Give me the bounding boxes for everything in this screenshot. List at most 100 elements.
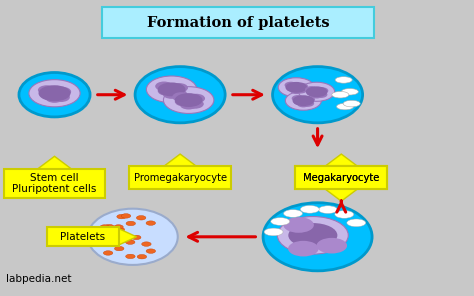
Ellipse shape	[122, 238, 132, 242]
Ellipse shape	[146, 221, 155, 225]
Ellipse shape	[288, 241, 319, 256]
Ellipse shape	[290, 224, 315, 237]
Polygon shape	[325, 154, 358, 166]
FancyBboxPatch shape	[295, 166, 387, 189]
Ellipse shape	[301, 100, 314, 107]
Ellipse shape	[158, 86, 175, 96]
Ellipse shape	[273, 67, 363, 123]
Ellipse shape	[278, 78, 314, 97]
Ellipse shape	[29, 80, 80, 107]
Ellipse shape	[310, 234, 334, 247]
Ellipse shape	[341, 89, 358, 95]
Ellipse shape	[137, 215, 146, 220]
Text: Megakaryocyte: Megakaryocyte	[303, 173, 380, 183]
Ellipse shape	[114, 225, 123, 229]
FancyBboxPatch shape	[295, 166, 387, 189]
Ellipse shape	[293, 98, 306, 105]
Ellipse shape	[135, 67, 225, 123]
Text: Platelets: Platelets	[60, 232, 106, 242]
Polygon shape	[164, 154, 197, 166]
Ellipse shape	[19, 73, 90, 117]
Ellipse shape	[146, 249, 155, 253]
Ellipse shape	[317, 238, 347, 253]
Ellipse shape	[315, 91, 328, 98]
Text: Promegakaryocyte: Promegakaryocyte	[134, 173, 227, 183]
Ellipse shape	[112, 233, 121, 238]
Ellipse shape	[180, 100, 198, 110]
Ellipse shape	[293, 231, 318, 244]
Ellipse shape	[335, 77, 352, 83]
Ellipse shape	[146, 76, 197, 103]
Text: labpedia.net: labpedia.net	[6, 274, 71, 284]
Ellipse shape	[121, 214, 131, 218]
Ellipse shape	[306, 86, 328, 97]
Ellipse shape	[131, 235, 141, 240]
Ellipse shape	[301, 235, 325, 249]
Text: Formation of platelets: Formation of platelets	[147, 16, 330, 30]
Ellipse shape	[343, 100, 360, 107]
Ellipse shape	[122, 237, 131, 241]
Text: Stem cell
Pluripotent cells: Stem cell Pluripotent cells	[12, 173, 97, 194]
Ellipse shape	[335, 210, 354, 218]
Ellipse shape	[115, 246, 124, 251]
Ellipse shape	[310, 92, 323, 99]
Ellipse shape	[285, 82, 307, 93]
Ellipse shape	[164, 87, 214, 113]
Polygon shape	[118, 229, 137, 245]
Ellipse shape	[297, 101, 310, 107]
Ellipse shape	[285, 91, 321, 110]
Text: Megakaryocyte: Megakaryocyte	[303, 173, 380, 183]
Ellipse shape	[105, 224, 114, 229]
Ellipse shape	[175, 97, 192, 106]
Ellipse shape	[332, 91, 349, 98]
Ellipse shape	[53, 87, 71, 96]
Ellipse shape	[126, 254, 135, 259]
Ellipse shape	[284, 82, 297, 89]
Ellipse shape	[126, 240, 135, 244]
Ellipse shape	[302, 96, 315, 103]
Ellipse shape	[311, 226, 336, 240]
Ellipse shape	[290, 87, 302, 94]
Ellipse shape	[301, 205, 319, 213]
Ellipse shape	[88, 209, 178, 265]
FancyBboxPatch shape	[129, 166, 231, 189]
Ellipse shape	[295, 83, 308, 90]
Ellipse shape	[316, 87, 328, 94]
Ellipse shape	[155, 81, 173, 91]
Ellipse shape	[264, 228, 283, 236]
Ellipse shape	[38, 85, 71, 101]
Ellipse shape	[158, 83, 185, 96]
Ellipse shape	[169, 89, 187, 98]
Ellipse shape	[170, 83, 188, 93]
Ellipse shape	[94, 234, 104, 238]
Ellipse shape	[137, 255, 146, 259]
Ellipse shape	[263, 203, 372, 271]
Ellipse shape	[288, 223, 337, 247]
Ellipse shape	[46, 93, 64, 103]
FancyBboxPatch shape	[102, 7, 374, 38]
Ellipse shape	[175, 93, 202, 107]
Ellipse shape	[271, 218, 290, 225]
Ellipse shape	[52, 92, 70, 102]
Ellipse shape	[187, 94, 205, 103]
Ellipse shape	[103, 251, 113, 255]
FancyBboxPatch shape	[4, 169, 105, 198]
Ellipse shape	[40, 90, 58, 100]
Ellipse shape	[347, 219, 366, 227]
Ellipse shape	[294, 87, 307, 94]
Ellipse shape	[305, 86, 318, 93]
Ellipse shape	[126, 221, 136, 226]
Ellipse shape	[292, 95, 304, 102]
Ellipse shape	[100, 225, 109, 229]
Ellipse shape	[142, 242, 151, 246]
Ellipse shape	[117, 214, 126, 219]
Ellipse shape	[299, 82, 335, 101]
Ellipse shape	[163, 89, 181, 99]
Ellipse shape	[115, 227, 125, 232]
Ellipse shape	[319, 206, 337, 213]
Ellipse shape	[283, 217, 314, 233]
Ellipse shape	[286, 85, 299, 92]
Polygon shape	[38, 156, 71, 169]
Ellipse shape	[186, 99, 204, 109]
Ellipse shape	[292, 95, 314, 106]
